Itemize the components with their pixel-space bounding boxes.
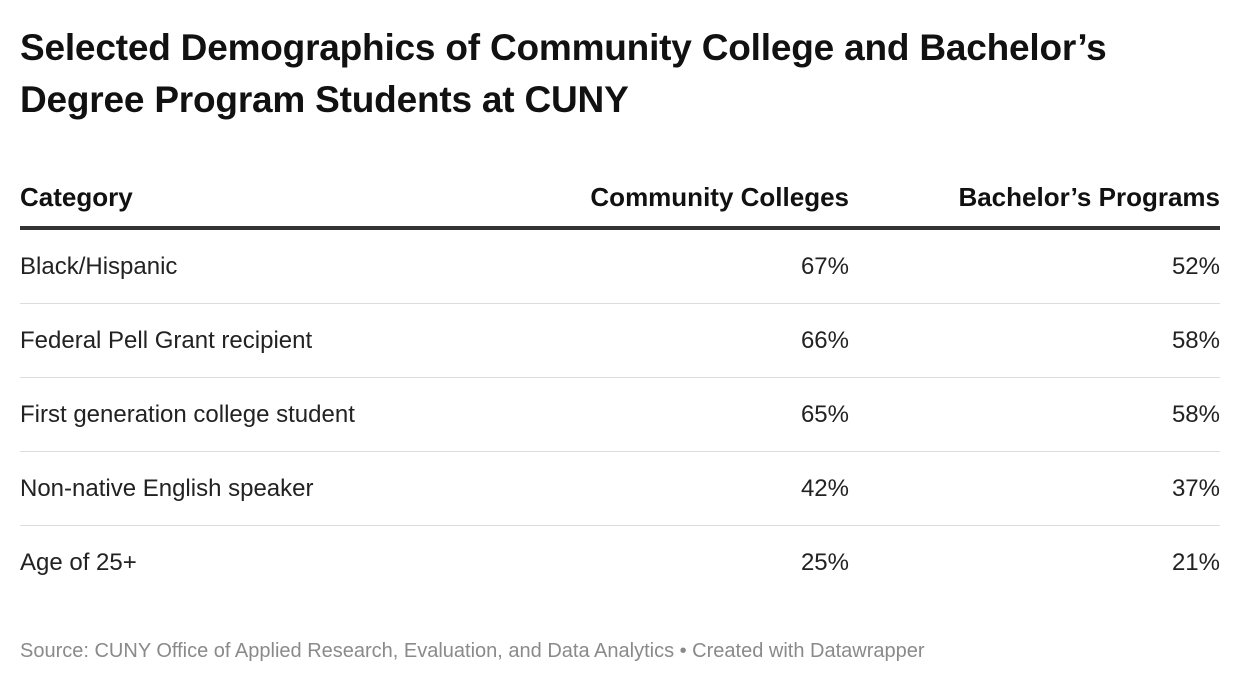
- community-colleges-cell: 25%: [800, 548, 849, 576]
- bachelors-programs-cell: 37%: [849, 451, 1220, 526]
- table-row: Black/Hispanic 67% 52%: [20, 228, 1220, 304]
- community-colleges-cell: 42%: [440, 451, 849, 526]
- demographics-table: Category Community Colleges Bachelor’s P…: [20, 168, 1220, 599]
- table-header-row: Category Community Colleges Bachelor’s P…: [20, 168, 1220, 230]
- category-cell: Age of 25+: [20, 548, 137, 576]
- bachelors-programs-cell: 21%: [1171, 548, 1220, 576]
- table-row: First generation college student 65% 58%: [20, 377, 1220, 452]
- community-colleges-cell: 65%: [440, 377, 849, 452]
- community-colleges-cell: 66%: [440, 303, 849, 378]
- source-note: Source: CUNY Office of Applied Research,…: [20, 640, 925, 662]
- category-cell: Black/Hispanic: [20, 228, 440, 304]
- table-row: Age of 25+ 25% 21%: [20, 526, 1220, 600]
- category-cell: Federal Pell Grant recipient: [20, 303, 440, 378]
- category-cell: Non-native English speaker: [20, 451, 440, 526]
- bachelors-programs-cell: 58%: [849, 303, 1220, 378]
- community-colleges-cell: 67%: [440, 228, 849, 304]
- category-cell: First generation college student: [20, 377, 440, 452]
- table-row: Federal Pell Grant recipient 66% 58%: [20, 303, 1220, 378]
- bachelors-programs-cell: 58%: [849, 377, 1220, 452]
- chart-title: Selected Demographics of Community Colle…: [20, 27, 1107, 120]
- column-header-category: Category: [20, 168, 440, 230]
- table-row: Non-native English speaker 42% 37%: [20, 451, 1220, 526]
- column-header-community-colleges: Community Colleges: [440, 168, 849, 230]
- column-header-bachelors-programs: Bachelor’s Programs: [849, 168, 1220, 230]
- bachelors-programs-cell: 52%: [849, 228, 1220, 304]
